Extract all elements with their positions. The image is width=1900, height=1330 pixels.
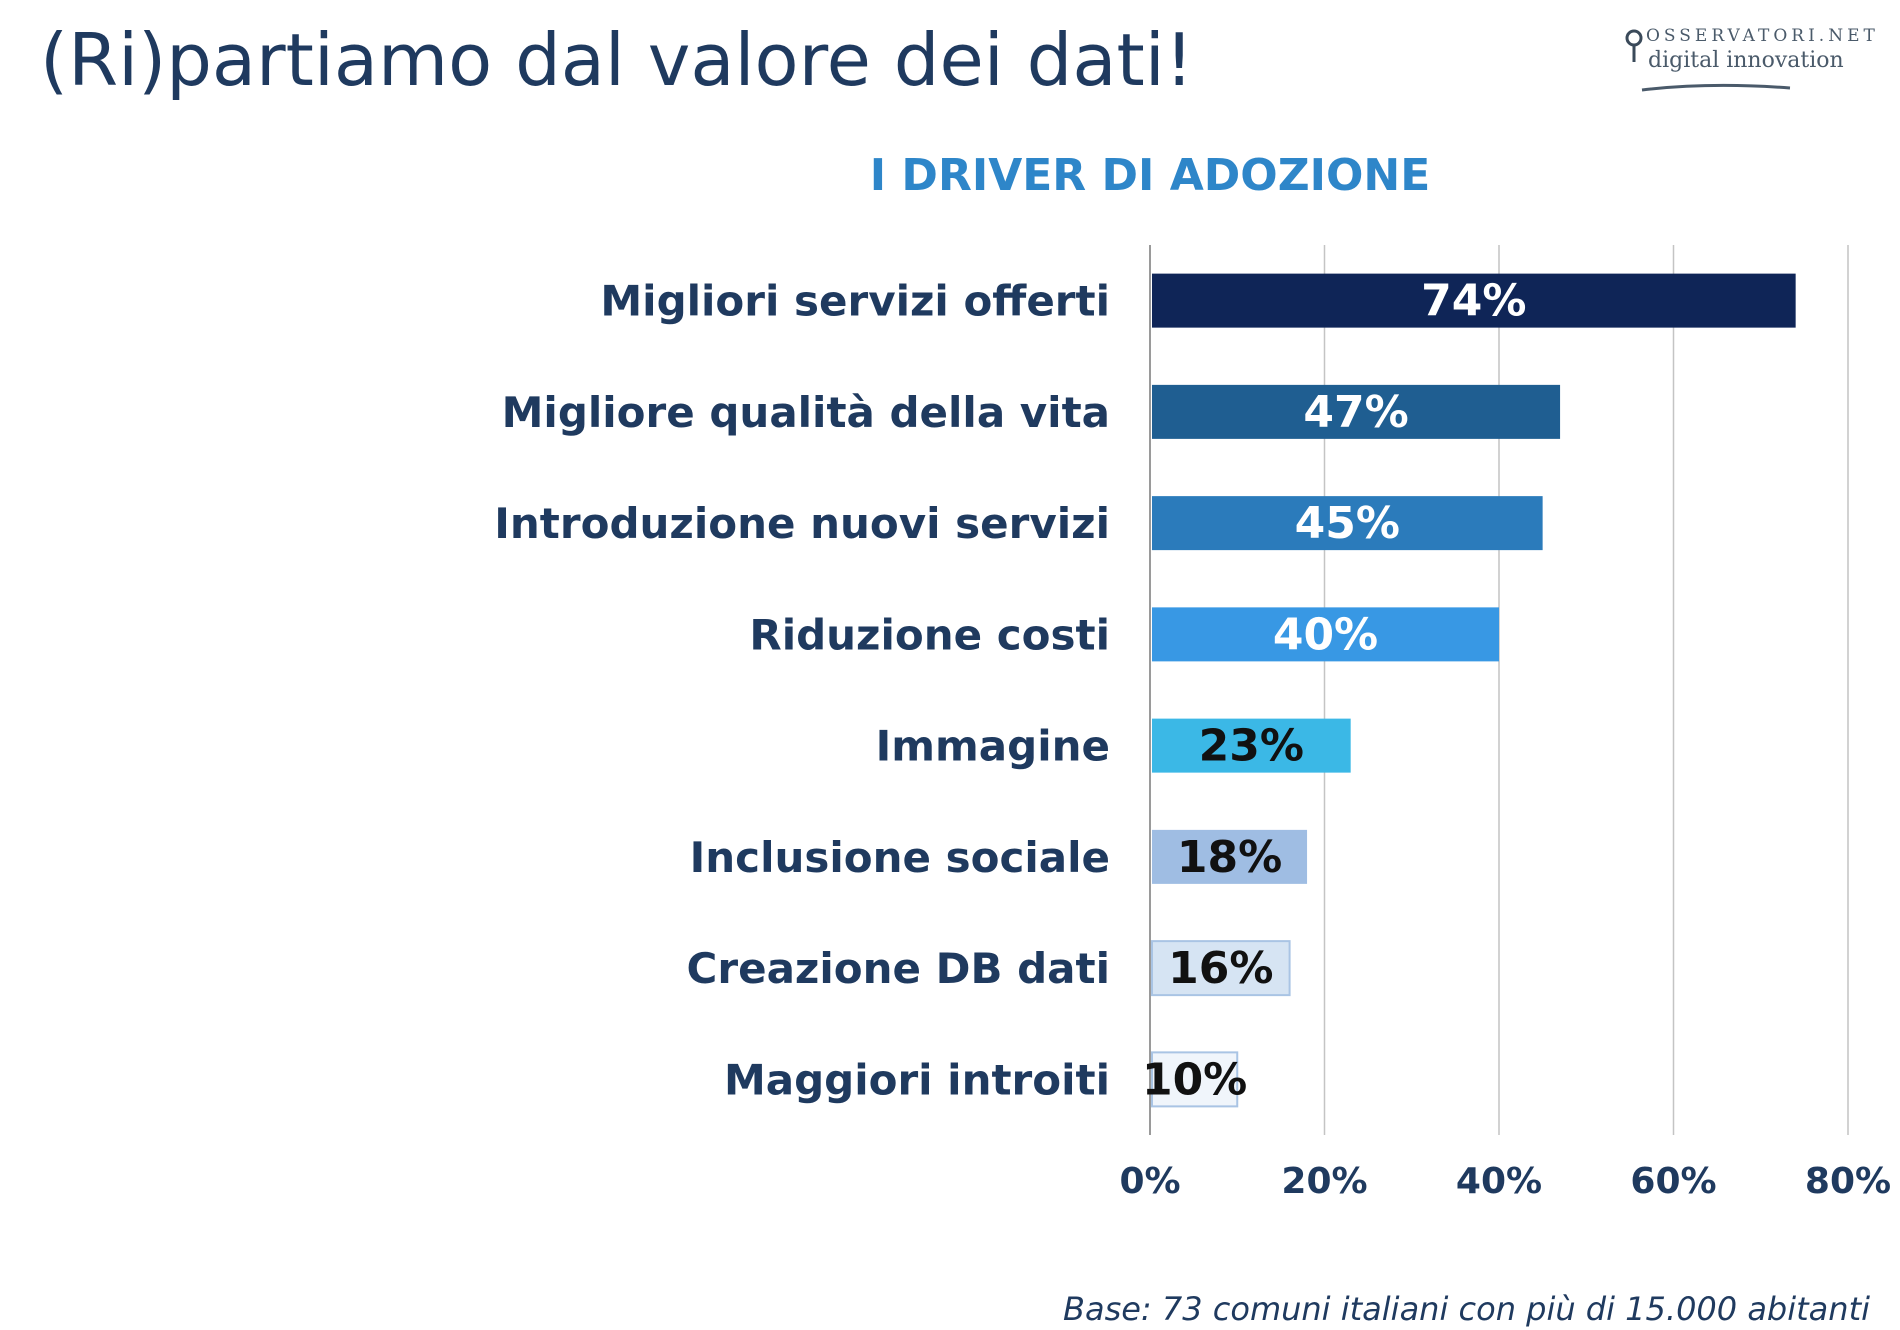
logo-line1: OSSERVATORI.NET — [1646, 26, 1879, 46]
slide-title: (Ri)partiamo dal valore dei dati! — [40, 18, 1194, 102]
data-label: 18% — [1177, 832, 1282, 883]
category-label: Creazione DB dati — [687, 944, 1110, 993]
data-label: 40% — [1273, 609, 1378, 660]
category-label: Introduzione nuovi servizi — [494, 499, 1110, 548]
data-label: 74% — [1421, 276, 1526, 327]
bar — [1152, 384, 1561, 439]
category-label: Riduzione costi — [749, 610, 1110, 659]
bar — [1152, 273, 1796, 328]
x-tick-label: 40% — [1456, 1161, 1542, 1202]
data-label: 45% — [1295, 498, 1400, 549]
osservatori-logo: OSSERVATORI.NET digital innovation — [1620, 22, 1875, 92]
category-label: Immagine — [876, 722, 1110, 771]
x-tick-label: 60% — [1630, 1161, 1716, 1202]
data-label: 10% — [1142, 1054, 1247, 1105]
logo-line2: digital innovation — [1648, 48, 1844, 73]
bar — [1151, 940, 1291, 997]
footnote: Base: 73 comuni italiani con più di 15.0… — [1063, 1290, 1870, 1328]
pin-icon — [1625, 29, 1643, 62]
chart-title: I DRIVER DI ADOZIONE — [869, 150, 1431, 201]
category-label: Inclusione sociale — [690, 833, 1110, 882]
data-label: 16% — [1168, 943, 1273, 994]
category-label: Maggiori introiti — [724, 1055, 1110, 1104]
x-tick-label: 0% — [1119, 1161, 1180, 1202]
bar — [1151, 1051, 1239, 1108]
logo-swoosh — [1641, 83, 1791, 92]
x-tick-label: 80% — [1805, 1161, 1891, 1202]
x-tick-label: 20% — [1281, 1161, 1367, 1202]
bar — [1152, 607, 1499, 662]
bar — [1152, 496, 1543, 551]
data-label: 23% — [1199, 721, 1304, 772]
data-label: 47% — [1303, 387, 1408, 438]
category-label: Migliore qualità della vita — [502, 388, 1110, 437]
category-label: Migliori servizi offerti — [600, 277, 1110, 326]
bar — [1152, 718, 1351, 773]
bar — [1152, 829, 1308, 884]
